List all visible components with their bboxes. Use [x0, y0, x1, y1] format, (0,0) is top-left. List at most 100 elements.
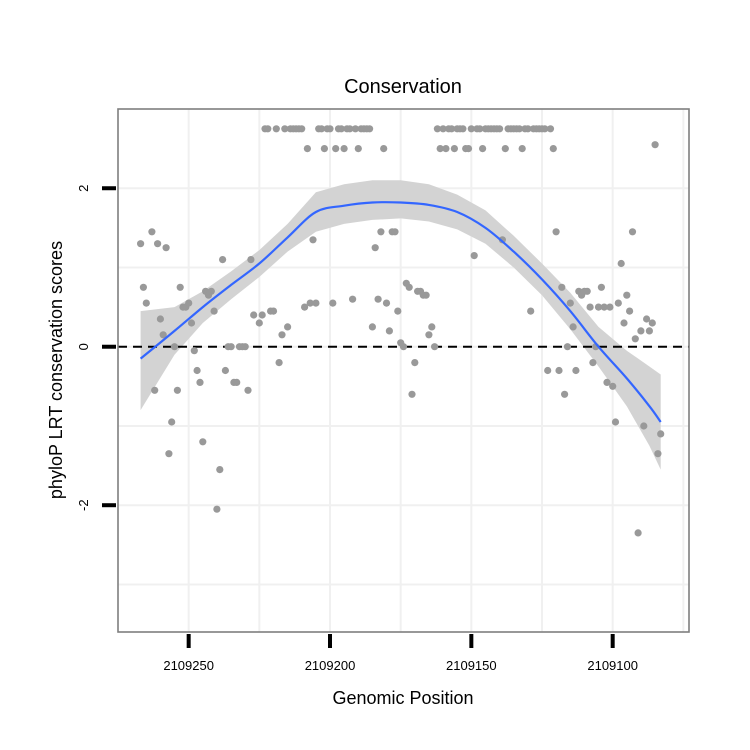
data-point	[555, 366, 563, 375]
data-point	[603, 378, 611, 386]
data-point	[600, 303, 608, 311]
data-point	[428, 323, 436, 331]
x-tick-label: 2109100	[587, 658, 638, 673]
data-point	[332, 145, 340, 153]
data-point	[569, 323, 577, 331]
data-point	[170, 343, 179, 351]
y-axis-label: phyloP LRT conservation scores	[46, 241, 66, 499]
data-point	[165, 450, 173, 458]
smooth-curve	[139, 201, 662, 423]
x-axis-ticks: 2109250 2109200 2109150 2109100	[163, 634, 638, 673]
data-point	[207, 287, 215, 295]
data-point	[411, 359, 419, 367]
data-point	[439, 125, 447, 133]
data-point	[515, 125, 524, 133]
data-point	[552, 228, 560, 236]
data-point	[281, 125, 289, 133]
data-point	[572, 366, 580, 375]
data-point	[563, 343, 572, 351]
data-point	[408, 390, 416, 398]
data-point	[479, 145, 487, 153]
data-point	[258, 311, 266, 319]
data-point	[614, 299, 622, 307]
data-point	[221, 366, 229, 375]
data-point	[442, 145, 450, 153]
data-point	[448, 125, 456, 133]
data-point	[527, 307, 535, 315]
data-point	[148, 228, 156, 236]
data-point	[606, 303, 614, 311]
data-point	[241, 343, 249, 351]
data-point	[244, 386, 252, 394]
data-point	[176, 283, 184, 291]
data-point	[634, 529, 642, 537]
data-point	[275, 359, 283, 367]
data-point	[227, 343, 235, 351]
data-point	[326, 125, 334, 133]
data-point	[640, 422, 648, 430]
data-point	[433, 125, 441, 133]
data-point	[247, 256, 255, 264]
data-point	[546, 125, 555, 133]
data-point	[589, 359, 597, 367]
data-point	[561, 390, 569, 398]
data-point	[346, 125, 354, 133]
data-point	[159, 331, 167, 339]
data-point	[637, 327, 645, 335]
data-point	[137, 240, 145, 248]
data-point	[312, 299, 320, 307]
data-point	[611, 418, 620, 426]
data-point	[594, 303, 603, 311]
data-point	[154, 240, 162, 248]
y-tick-label: 0	[76, 343, 91, 350]
data-point	[380, 145, 388, 153]
data-point	[544, 366, 552, 375]
data-point	[405, 283, 413, 291]
data-point	[368, 323, 376, 331]
data-point	[264, 125, 272, 133]
data-point	[216, 466, 224, 474]
data-point	[142, 299, 150, 307]
data-point	[151, 386, 159, 394]
data-point	[464, 145, 473, 153]
data-point	[459, 125, 467, 133]
data-point	[648, 319, 656, 327]
data-point	[272, 125, 280, 133]
data-point	[309, 236, 317, 244]
data-point	[586, 303, 594, 311]
data-point	[329, 299, 337, 307]
data-point	[354, 145, 362, 153]
chart-title: Conservation	[344, 76, 462, 98]
data-point	[549, 145, 557, 153]
plot-border	[117, 108, 690, 633]
data-point	[498, 236, 506, 244]
data-point	[524, 125, 532, 133]
data-point	[431, 343, 439, 351]
data-point	[645, 327, 654, 335]
data-point	[320, 145, 328, 153]
data-point	[436, 145, 444, 153]
data-point	[394, 307, 402, 315]
data-point	[609, 382, 617, 390]
y-axis-ticks: 2 0 -2	[76, 185, 116, 511]
data-point	[391, 228, 399, 236]
data-point	[422, 291, 430, 299]
data-point	[199, 438, 207, 446]
data-point	[173, 386, 181, 394]
data-point	[250, 311, 258, 319]
data-point	[298, 125, 306, 133]
data-point	[371, 244, 379, 252]
data-point	[651, 141, 659, 149]
data-point	[193, 366, 201, 375]
data-point	[654, 450, 662, 458]
data-point	[187, 319, 196, 327]
data-point	[467, 125, 475, 133]
data-point	[162, 244, 170, 252]
data-point	[377, 228, 385, 236]
data-point	[185, 299, 193, 307]
scatter-points	[137, 125, 665, 537]
data-point	[317, 125, 326, 133]
y-tick-label: 2	[76, 185, 91, 192]
data-point	[518, 145, 526, 153]
